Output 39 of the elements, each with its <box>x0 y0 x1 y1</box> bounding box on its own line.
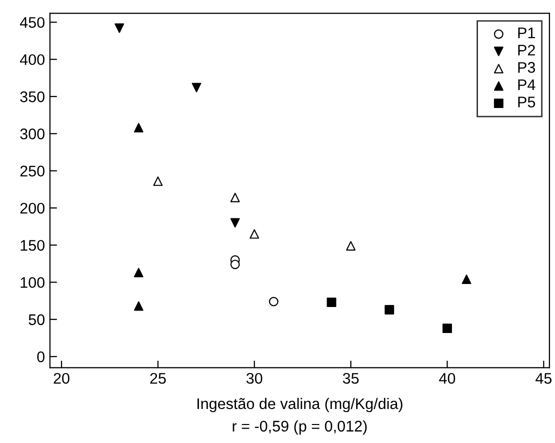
y-tick-label: 350 <box>20 91 44 102</box>
y-tick-label: 250 <box>20 166 44 176</box>
point <box>462 274 472 284</box>
y-tick-label: 450 <box>20 17 44 28</box>
y-tick-label: 400 <box>20 54 44 66</box>
legend-label: P2 <box>518 44 535 56</box>
legend-label: P5 <box>518 96 536 108</box>
point <box>230 192 240 202</box>
point <box>114 23 124 33</box>
point <box>134 122 144 132</box>
y-tick-label: 0 <box>37 351 44 362</box>
point <box>250 229 260 239</box>
x-tick-label: 30 <box>246 372 262 384</box>
point <box>384 305 394 314</box>
point <box>442 324 452 334</box>
y-tick-label: 200 <box>20 202 44 214</box>
legend-label: P3 <box>518 62 536 73</box>
x-tick-label: 35 <box>342 372 359 384</box>
point <box>326 298 336 308</box>
x-tick-label: 40 <box>439 372 456 384</box>
point <box>346 241 356 251</box>
point <box>230 260 240 270</box>
point <box>153 176 163 186</box>
x-tick-label: 45 <box>536 373 552 384</box>
y-tick-label: 100 <box>20 277 44 288</box>
y-tick-label: 300 <box>20 128 44 140</box>
text: r = -0,59 (p = 0,012) <box>232 420 367 435</box>
x-tick-label: 20 <box>54 372 70 384</box>
point <box>134 268 144 278</box>
legend-label: P4 <box>518 79 536 90</box>
legend-label: P1 <box>518 28 535 38</box>
point <box>192 82 202 92</box>
y-tick-label: 50 <box>28 314 44 326</box>
y-tick-label: 150 <box>20 240 44 251</box>
x-tick-label: 25 <box>150 372 166 384</box>
x-axis-title: Ingestão de valina (mg/Kg/dia) <box>198 398 402 412</box>
point <box>268 296 278 306</box>
point <box>134 301 144 311</box>
point <box>230 218 240 228</box>
